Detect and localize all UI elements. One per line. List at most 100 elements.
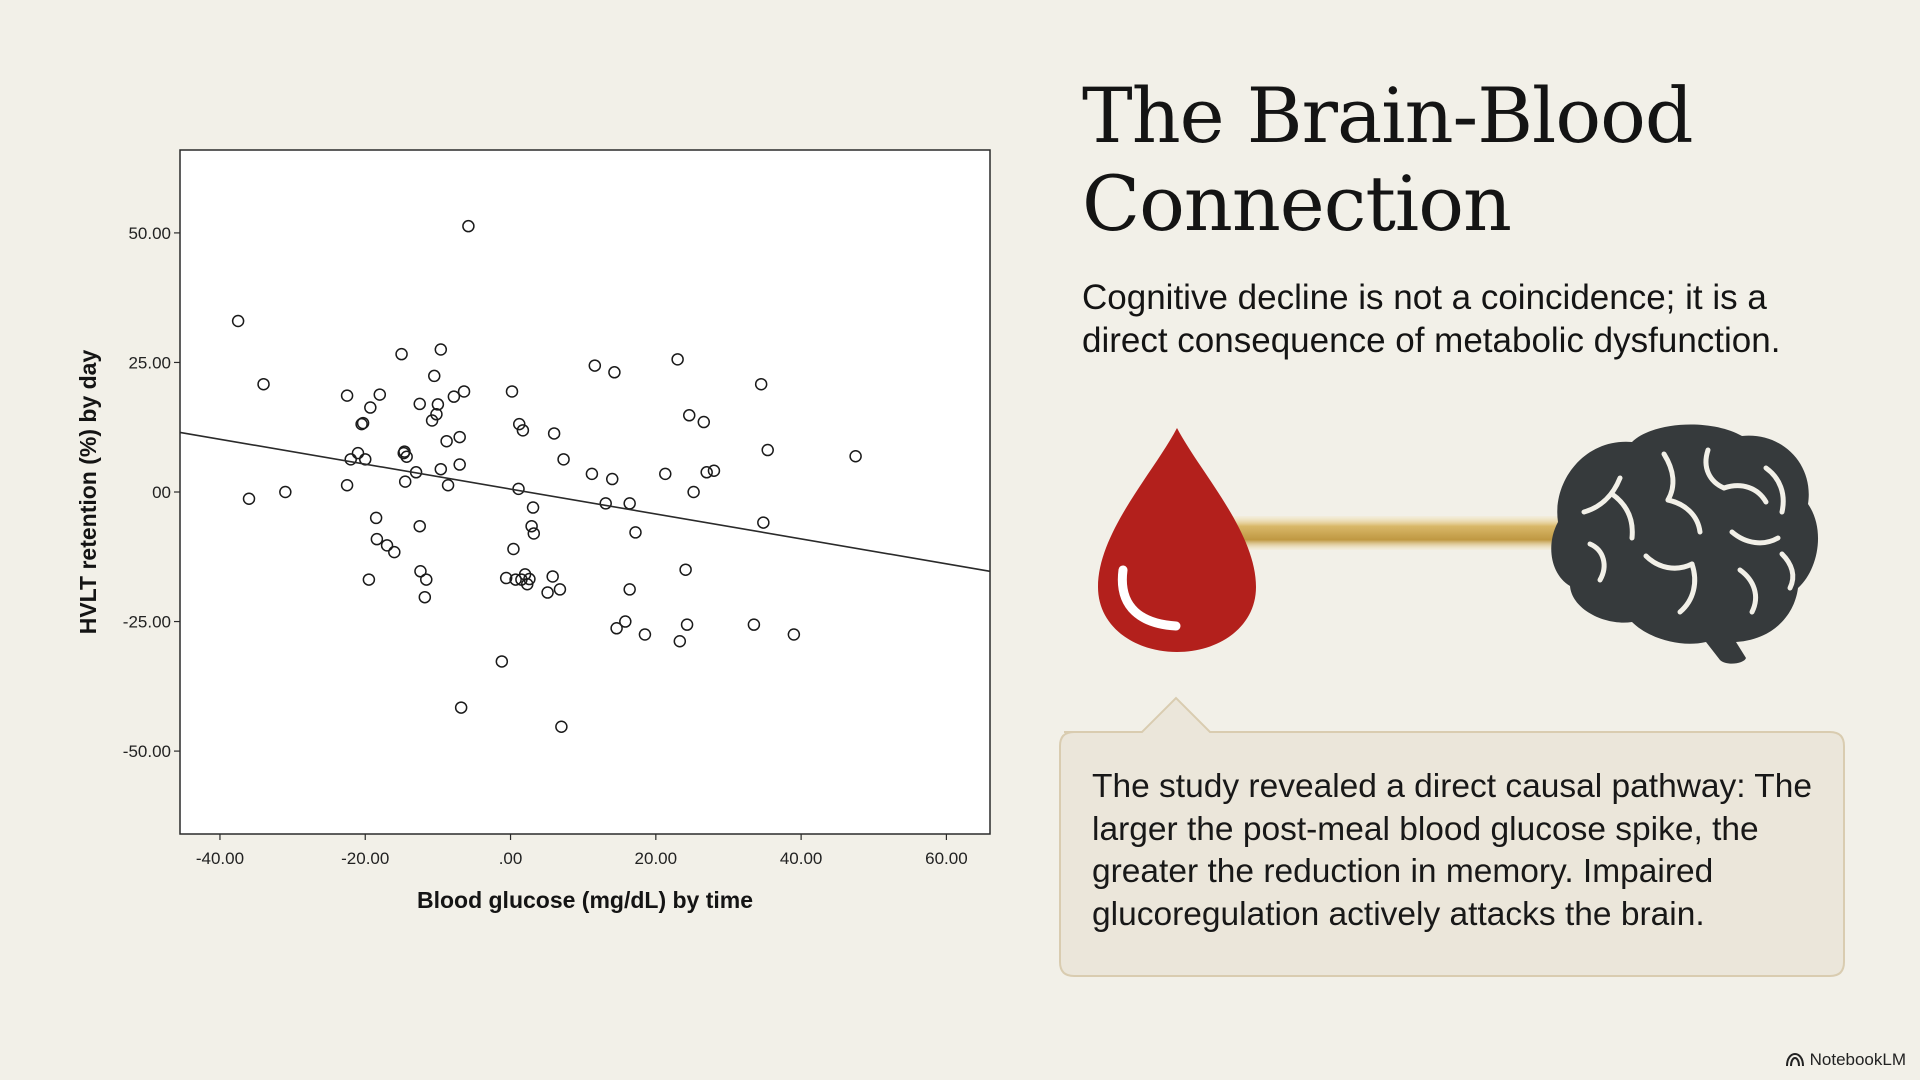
x-tick-label: 40.00 xyxy=(780,849,823,868)
data-point xyxy=(557,453,570,466)
data-point xyxy=(659,467,672,481)
data-point xyxy=(364,401,377,414)
data-point xyxy=(525,519,538,533)
data-point xyxy=(431,398,445,411)
data-point xyxy=(707,464,721,478)
data-point xyxy=(588,359,602,372)
data-point xyxy=(356,416,370,430)
data-point xyxy=(453,430,466,444)
data-point xyxy=(362,573,376,586)
data-point xyxy=(546,570,559,583)
data-point xyxy=(434,462,448,476)
data-point xyxy=(434,343,448,356)
data-point xyxy=(555,720,568,733)
data-point xyxy=(547,427,561,440)
regression-line xyxy=(179,431,991,573)
data-point xyxy=(369,511,383,525)
data-point xyxy=(370,532,384,546)
data-point xyxy=(527,527,541,540)
scatter-chart: 50.00 25.00 00 -25.00 -50.00 -40.00 -20.00 .00… xyxy=(75,149,991,913)
data-point xyxy=(380,539,394,552)
data-point xyxy=(700,466,713,479)
data-point xyxy=(513,417,526,431)
data-point xyxy=(680,618,694,631)
data-point xyxy=(599,497,612,510)
data-point xyxy=(400,450,413,464)
data-point xyxy=(457,385,471,398)
x-tick-label: 60.00 xyxy=(925,849,968,868)
data-point xyxy=(373,388,387,401)
data-point xyxy=(340,479,354,492)
data-point xyxy=(462,219,475,233)
data-point xyxy=(340,389,354,402)
data-point xyxy=(453,458,466,471)
y-tick-label: 25.00 xyxy=(128,353,171,372)
data-point xyxy=(623,583,636,596)
plot-area xyxy=(179,149,991,835)
data-point xyxy=(787,628,801,641)
data-point xyxy=(440,434,453,448)
data-point xyxy=(585,467,599,481)
data-point xyxy=(505,385,519,398)
data-point xyxy=(687,485,700,499)
data-point xyxy=(420,573,433,586)
y-tick-label: -25.00 xyxy=(123,613,171,632)
brain-icon xyxy=(1551,424,1819,664)
data-point xyxy=(671,353,684,366)
data-point xyxy=(747,618,761,631)
slide-title: The Brain-Blood Connection xyxy=(1082,71,1694,248)
data-point xyxy=(242,492,256,505)
data-point xyxy=(418,590,432,604)
data-point xyxy=(231,314,245,328)
data-point xyxy=(430,408,443,421)
brand-mark: NotebookLM xyxy=(1785,1050,1906,1070)
data-point xyxy=(757,516,770,529)
data-point xyxy=(454,701,468,714)
x-axis: -40.00 -20.00 .00 20.00 40.00 60.00 xyxy=(196,834,968,868)
data-point xyxy=(395,347,408,361)
y-axis-label: HVLT retention (%) by day xyxy=(75,350,101,635)
data-point xyxy=(414,565,427,578)
data-points xyxy=(231,219,862,733)
callout-box xyxy=(1059,696,1845,977)
data-point xyxy=(619,615,632,628)
data-point xyxy=(516,424,530,437)
data-point xyxy=(388,545,401,559)
data-point xyxy=(673,634,687,648)
data-point xyxy=(447,390,461,403)
data-point xyxy=(413,397,426,411)
data-point xyxy=(279,485,292,499)
x-tick-label: -40.00 xyxy=(196,849,244,868)
data-point xyxy=(610,622,623,635)
data-point xyxy=(849,449,862,463)
x-axis-label: Blood glucose (mg/dL) by time xyxy=(417,887,753,913)
data-point xyxy=(499,571,513,585)
y-tick-label: 50.00 xyxy=(128,224,171,243)
data-point xyxy=(425,414,439,427)
data-point xyxy=(697,415,711,429)
data-point xyxy=(413,519,426,533)
x-tick-label: .00 xyxy=(499,849,523,868)
blood-brain-illustration xyxy=(1098,424,1819,664)
data-point xyxy=(682,409,696,422)
x-tick-label: 20.00 xyxy=(635,849,678,868)
data-point xyxy=(605,472,619,486)
y-tick-label: 00 xyxy=(152,483,171,502)
blood-drop-icon xyxy=(1098,428,1256,652)
data-point xyxy=(526,501,540,514)
data-point xyxy=(541,586,554,599)
data-point xyxy=(257,377,270,391)
data-point xyxy=(629,526,642,539)
data-point xyxy=(608,366,621,379)
data-point xyxy=(507,542,520,556)
y-tick-label: -50.00 xyxy=(123,742,171,761)
notebooklm-logo-icon xyxy=(1785,1053,1804,1067)
slide-subtitle: Cognitive decline is not a coincidence; … xyxy=(1082,278,1781,360)
data-point xyxy=(754,377,768,391)
data-point xyxy=(398,475,412,488)
y-axis: 50.00 25.00 00 -25.00 -50.00 xyxy=(123,224,180,761)
x-tick-label: -20.00 xyxy=(341,849,389,868)
data-point xyxy=(351,446,365,460)
data-point xyxy=(523,572,536,586)
callout-text: The study revealed a direct causal pathw… xyxy=(1092,768,1813,933)
